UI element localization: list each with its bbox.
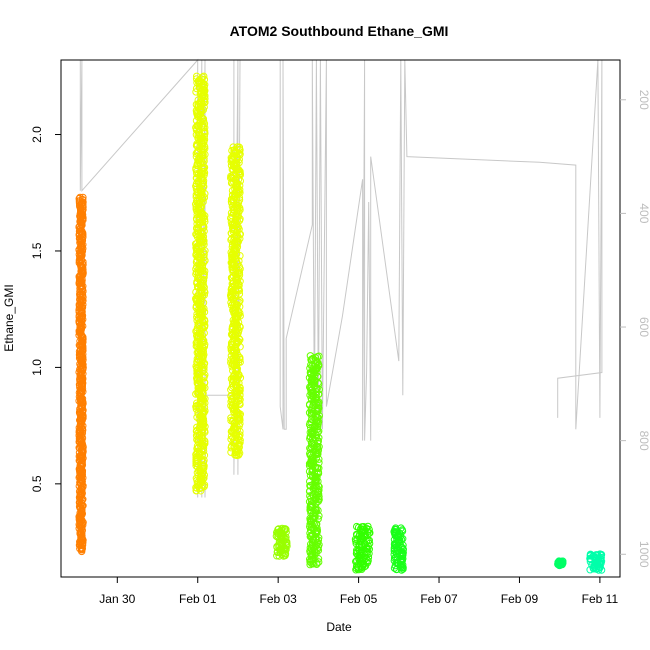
data-point — [306, 352, 315, 360]
data-point — [193, 72, 201, 81]
y2-tick-label: 600 — [637, 317, 650, 337]
data-point — [596, 550, 604, 558]
data-point — [314, 390, 323, 398]
x-axis-label: Date — [326, 620, 352, 634]
data-point — [228, 282, 237, 291]
data-point — [352, 562, 361, 570]
data-point — [236, 419, 244, 428]
data-point — [192, 362, 200, 370]
data-point — [79, 193, 87, 202]
y-tick-label: 2.0 — [30, 126, 44, 143]
data-point — [192, 240, 200, 248]
data-point — [233, 226, 242, 235]
x-tick-label: Feb 05 — [340, 592, 378, 606]
data-point — [200, 378, 209, 386]
data-point — [556, 557, 564, 566]
data-point — [235, 143, 243, 151]
x-tick-label: Feb 07 — [420, 592, 458, 606]
data-point — [227, 402, 235, 410]
data-point — [315, 558, 323, 566]
data-point — [227, 414, 235, 422]
y2-tick-label: 800 — [637, 431, 650, 451]
data-point — [78, 424, 87, 433]
x-tick-label: Feb 01 — [179, 592, 217, 606]
data-point — [315, 427, 323, 435]
data-point — [228, 202, 237, 211]
y-tick-label: 1.0 — [30, 359, 44, 376]
y2-tick-label: 400 — [637, 203, 650, 223]
data-point — [352, 530, 361, 539]
data-point — [236, 358, 244, 366]
data-point — [192, 153, 201, 161]
data-point — [315, 496, 323, 504]
data-point — [75, 194, 83, 203]
data-point — [199, 176, 208, 185]
right-axis: 200 400 600 800 1000 — [620, 90, 650, 568]
y-tick-label: 1.5 — [30, 242, 44, 259]
plot-frame — [60, 59, 621, 578]
data-point — [235, 285, 243, 294]
data-point — [592, 551, 601, 559]
y-tick-label: 0.5 — [30, 475, 44, 492]
data-point — [365, 545, 373, 553]
data-point — [232, 278, 241, 287]
data-point — [76, 460, 85, 469]
data-point — [360, 523, 368, 531]
data-point — [391, 524, 400, 532]
data-point — [76, 193, 84, 202]
data-point — [281, 525, 289, 533]
y2-tick-label: 1000 — [637, 541, 650, 568]
data-point — [306, 364, 314, 372]
x-axis: Jan 30 Feb 01 Feb 03 Feb 05 Feb 07 Feb 09 Feb … — [99, 577, 618, 606]
data-point — [362, 544, 370, 553]
x-tick-label: Feb 03 — [259, 592, 297, 606]
data-points-layer — [75, 72, 606, 574]
altitude-track — [79, 58, 603, 498]
chart-title: ATOM2 Southbound Ethane_GMI — [230, 23, 449, 39]
data-point — [227, 432, 236, 440]
data-point — [397, 524, 405, 532]
x-tick-label: Feb 11 — [582, 592, 619, 606]
data-point — [306, 492, 314, 500]
altitude-track-layer — [79, 58, 603, 498]
data-point — [236, 383, 244, 392]
x-tick-label: Jan 30 — [99, 592, 135, 606]
x-tick-label: Feb 09 — [501, 592, 539, 606]
data-point — [193, 159, 202, 168]
data-point — [194, 223, 202, 231]
data-point — [200, 72, 208, 81]
data-point — [227, 435, 235, 443]
data-point — [200, 167, 208, 176]
data-point — [307, 356, 315, 364]
y2-tick-label: 200 — [637, 90, 650, 110]
y-axis-label: Ethane_GMI — [2, 284, 16, 351]
data-point — [192, 327, 200, 336]
data-point — [200, 75, 209, 84]
y-axis: 0.5 1.0 1.5 2.0 — [30, 126, 61, 492]
data-point — [198, 73, 207, 81]
data-point — [315, 352, 323, 360]
data-point — [278, 524, 286, 533]
